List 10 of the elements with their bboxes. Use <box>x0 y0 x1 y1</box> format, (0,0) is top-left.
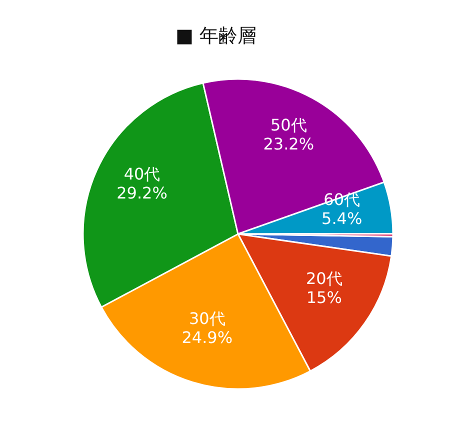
data-label: 5.4% <box>322 209 362 228</box>
slice-label: 50代 <box>270 116 307 135</box>
data-label: 29.2% <box>116 183 168 202</box>
data-label: 15% <box>306 288 342 307</box>
data-label: 23.2% <box>263 134 314 154</box>
slice-label: 20代 <box>306 268 342 288</box>
slice-label: 40代 <box>124 164 160 184</box>
data-label: 24.9% <box>182 328 233 347</box>
chart-title: ■ 年齢層 <box>176 25 256 47</box>
slice-label: 30代 <box>188 308 226 328</box>
